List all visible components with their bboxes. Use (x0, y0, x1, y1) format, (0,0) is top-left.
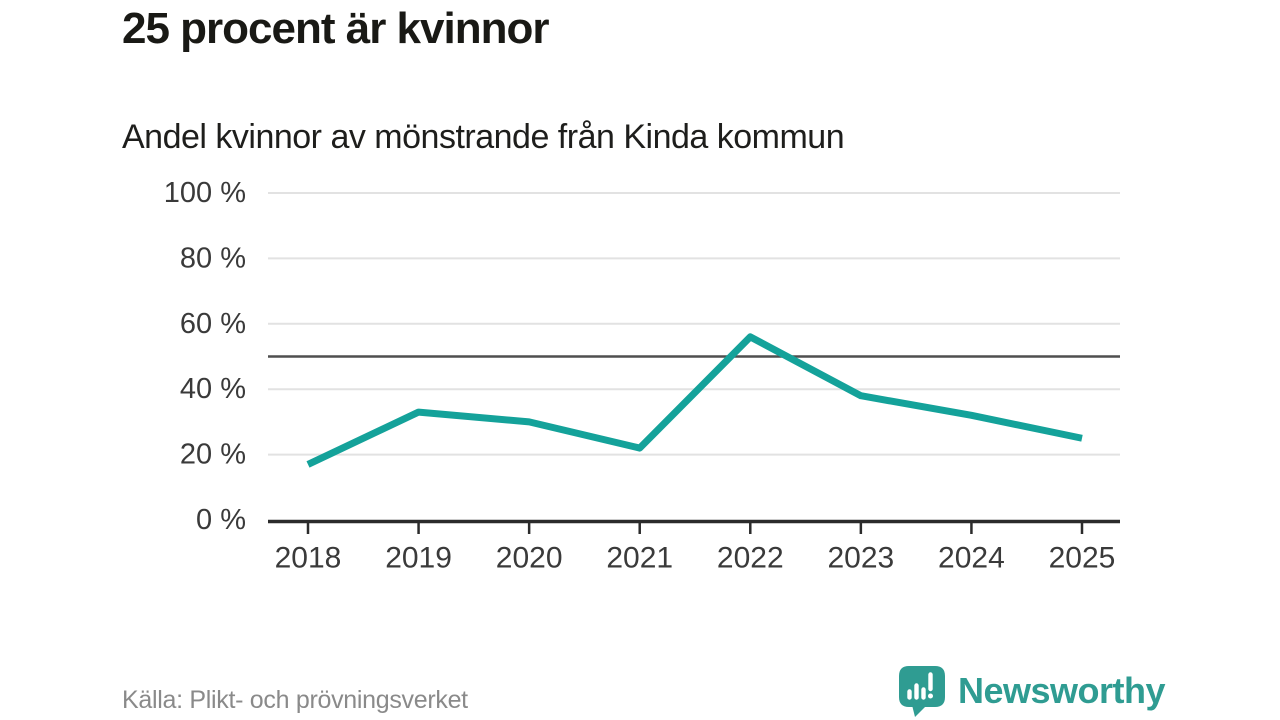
gridlines (268, 192, 1120, 456)
y-tick-label: 100 % (164, 177, 246, 209)
x-tick-label: 2021 (606, 542, 673, 575)
newsworthy-logo: Newsworthy (897, 664, 1166, 718)
x-tick-label: 2018 (275, 542, 342, 575)
y-tick-label: 40 % (180, 373, 246, 405)
x-tick-label: 2022 (717, 542, 784, 575)
x-axis (268, 519, 1120, 534)
y-tick-label: 0 % (196, 504, 246, 536)
x-tick-label: 2025 (1049, 542, 1116, 575)
x-axis-labels: 2018 2019 2020 2021 2022 2023 2024 2025 (275, 542, 1116, 575)
y-tick-label: 20 % (180, 439, 246, 471)
x-tick-label: 2020 (496, 542, 563, 575)
newsworthy-logo-text: Newsworthy (958, 670, 1166, 711)
x-tick-label: 2023 (827, 542, 894, 575)
y-tick-label: 80 % (180, 242, 246, 274)
x-tick-label: 2024 (938, 542, 1005, 575)
y-tick-label: 60 % (180, 308, 246, 340)
chart-subtitle: Andel kvinnor av mönstrande från Kinda k… (122, 118, 845, 156)
bar-chart-speech-bubble-icon (899, 666, 945, 717)
source-note: Källa: Plikt- och prövningsverket (122, 686, 468, 714)
line-chart: 0 % 20 % 40 % 60 % 80 % 100 % 2018 2019 2020 2021… (164, 177, 1120, 575)
data-series-line (306, 333, 1083, 468)
y-axis-labels: 0 % 20 % 40 % 60 % 80 % 100 % (164, 177, 246, 536)
page-title: 25 procent är kvinnor (122, 4, 549, 53)
x-tick-label: 2019 (385, 542, 452, 575)
